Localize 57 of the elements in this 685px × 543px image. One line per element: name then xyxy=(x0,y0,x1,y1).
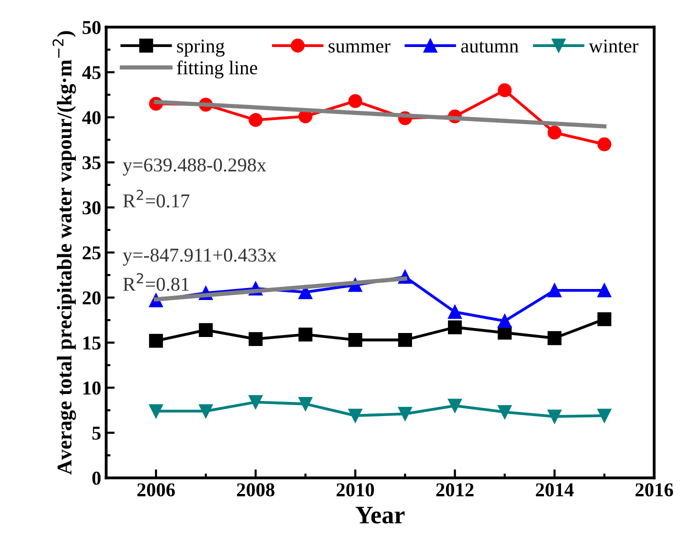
point xyxy=(597,137,612,152)
y-tick-label: 20 xyxy=(82,291,101,304)
annotation: R$^{2}$=0.17 xyxy=(123,190,190,208)
point xyxy=(298,285,312,300)
point xyxy=(198,404,213,418)
legend-label: spring xyxy=(177,40,225,57)
y-tick-label: 30 xyxy=(82,201,101,214)
y-axis-title: Average total precipitable water vapour/(kg·m$^{−2}$) xyxy=(52,31,76,475)
y-tick-label: 40 xyxy=(82,111,101,124)
annotation: y=-847.911+0.433x xyxy=(122,248,276,266)
point xyxy=(348,408,362,423)
point xyxy=(298,328,312,342)
x-tick-label: 2012 xyxy=(436,483,474,496)
y-tick-label: 10 xyxy=(83,382,101,395)
point xyxy=(398,332,412,347)
y-tick-label: 25 xyxy=(82,246,101,260)
point xyxy=(548,331,562,346)
x-axis-title: Year xyxy=(356,506,405,524)
point xyxy=(149,334,163,348)
point xyxy=(448,320,462,334)
legend-label: autumn xyxy=(461,41,519,53)
point xyxy=(248,113,263,127)
legend-label: summer xyxy=(328,43,390,53)
point xyxy=(597,408,612,423)
point xyxy=(498,314,512,328)
point xyxy=(548,283,562,298)
y-tick-label: 35 xyxy=(82,156,101,170)
point xyxy=(448,305,462,319)
point xyxy=(548,410,562,424)
point xyxy=(248,395,263,410)
point xyxy=(198,323,213,337)
point xyxy=(498,83,512,98)
legend-label: fitting line xyxy=(176,60,258,78)
annotation: R$^{2}$=0.81 xyxy=(123,273,189,291)
legend-label: winter xyxy=(588,40,638,53)
point xyxy=(597,283,612,298)
x-tick-label: 2008 xyxy=(237,483,274,496)
point xyxy=(498,405,512,419)
point xyxy=(348,332,362,347)
y-tick-label: 45 xyxy=(82,66,101,80)
y-tick-label: 0 xyxy=(92,472,101,485)
y-tick-label: 15 xyxy=(83,336,101,350)
point xyxy=(348,94,362,108)
x-tick-label: 2006 xyxy=(137,483,175,496)
x-tick-label: 2010 xyxy=(336,483,374,496)
annotation: y=639.488-0.298x xyxy=(122,158,266,176)
point xyxy=(597,312,612,326)
point xyxy=(398,406,412,421)
y-tick-label: 5 xyxy=(92,426,101,440)
point xyxy=(298,396,312,411)
point xyxy=(548,126,562,140)
x-tick-label: 2016 xyxy=(636,483,674,496)
y-tick-label: 50 xyxy=(82,20,101,34)
x-tick-label: 2014 xyxy=(536,483,574,496)
point xyxy=(448,398,462,413)
point xyxy=(248,332,263,346)
point xyxy=(149,404,163,418)
